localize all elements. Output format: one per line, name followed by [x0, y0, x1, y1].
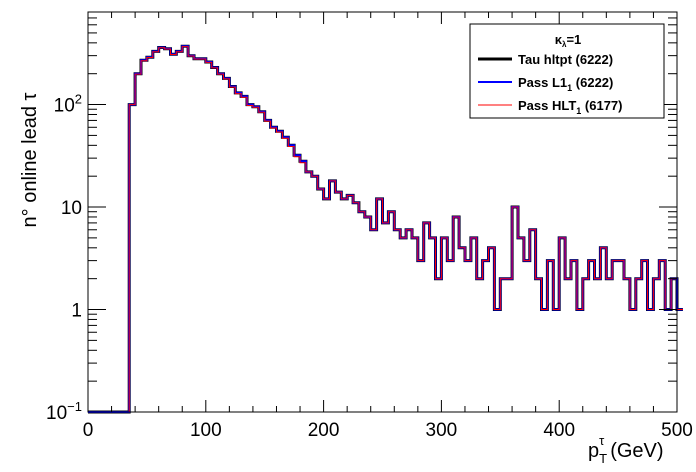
- legend-label-pass-l1: Pass L11 (6222): [518, 75, 613, 93]
- x-tick-label: 300: [426, 420, 458, 441]
- x-tick-label: 400: [543, 420, 575, 441]
- x-tick-label: 0: [83, 420, 94, 441]
- legend-label-tau-hltpt: Tau hltpt (6222): [518, 52, 613, 67]
- y-tick-label-base: 10: [54, 96, 75, 117]
- legend-label-pass-hlt: Pass HLT1 (6177): [518, 98, 623, 116]
- y-tick-label-base: 10: [46, 403, 67, 424]
- y-tick-label-exponent: 2: [75, 92, 82, 107]
- y-tick-label-exponent: −1: [67, 399, 82, 414]
- y-axis-title: n° online lead τ: [19, 92, 41, 227]
- x-tick-label: 500: [661, 420, 693, 441]
- x-tick-label: 100: [190, 420, 222, 441]
- series-layer: [88, 44, 683, 414]
- legend-header: κλ=1: [555, 32, 582, 49]
- series-line-2: [88, 46, 683, 413]
- y-tick-label: 102: [54, 92, 82, 117]
- y-tick-label: 10: [61, 198, 82, 219]
- legend: κλ=1 Tau hltpt (6222) Pass L11 (6222) Pa…: [469, 23, 665, 119]
- x-axis-title: pTτ (GeV): [588, 433, 664, 466]
- y-tick-label: 10−1: [46, 399, 82, 424]
- legend-box: [469, 23, 665, 119]
- x-tick-label: 200: [308, 420, 340, 441]
- y-tick-label: 1: [71, 301, 82, 322]
